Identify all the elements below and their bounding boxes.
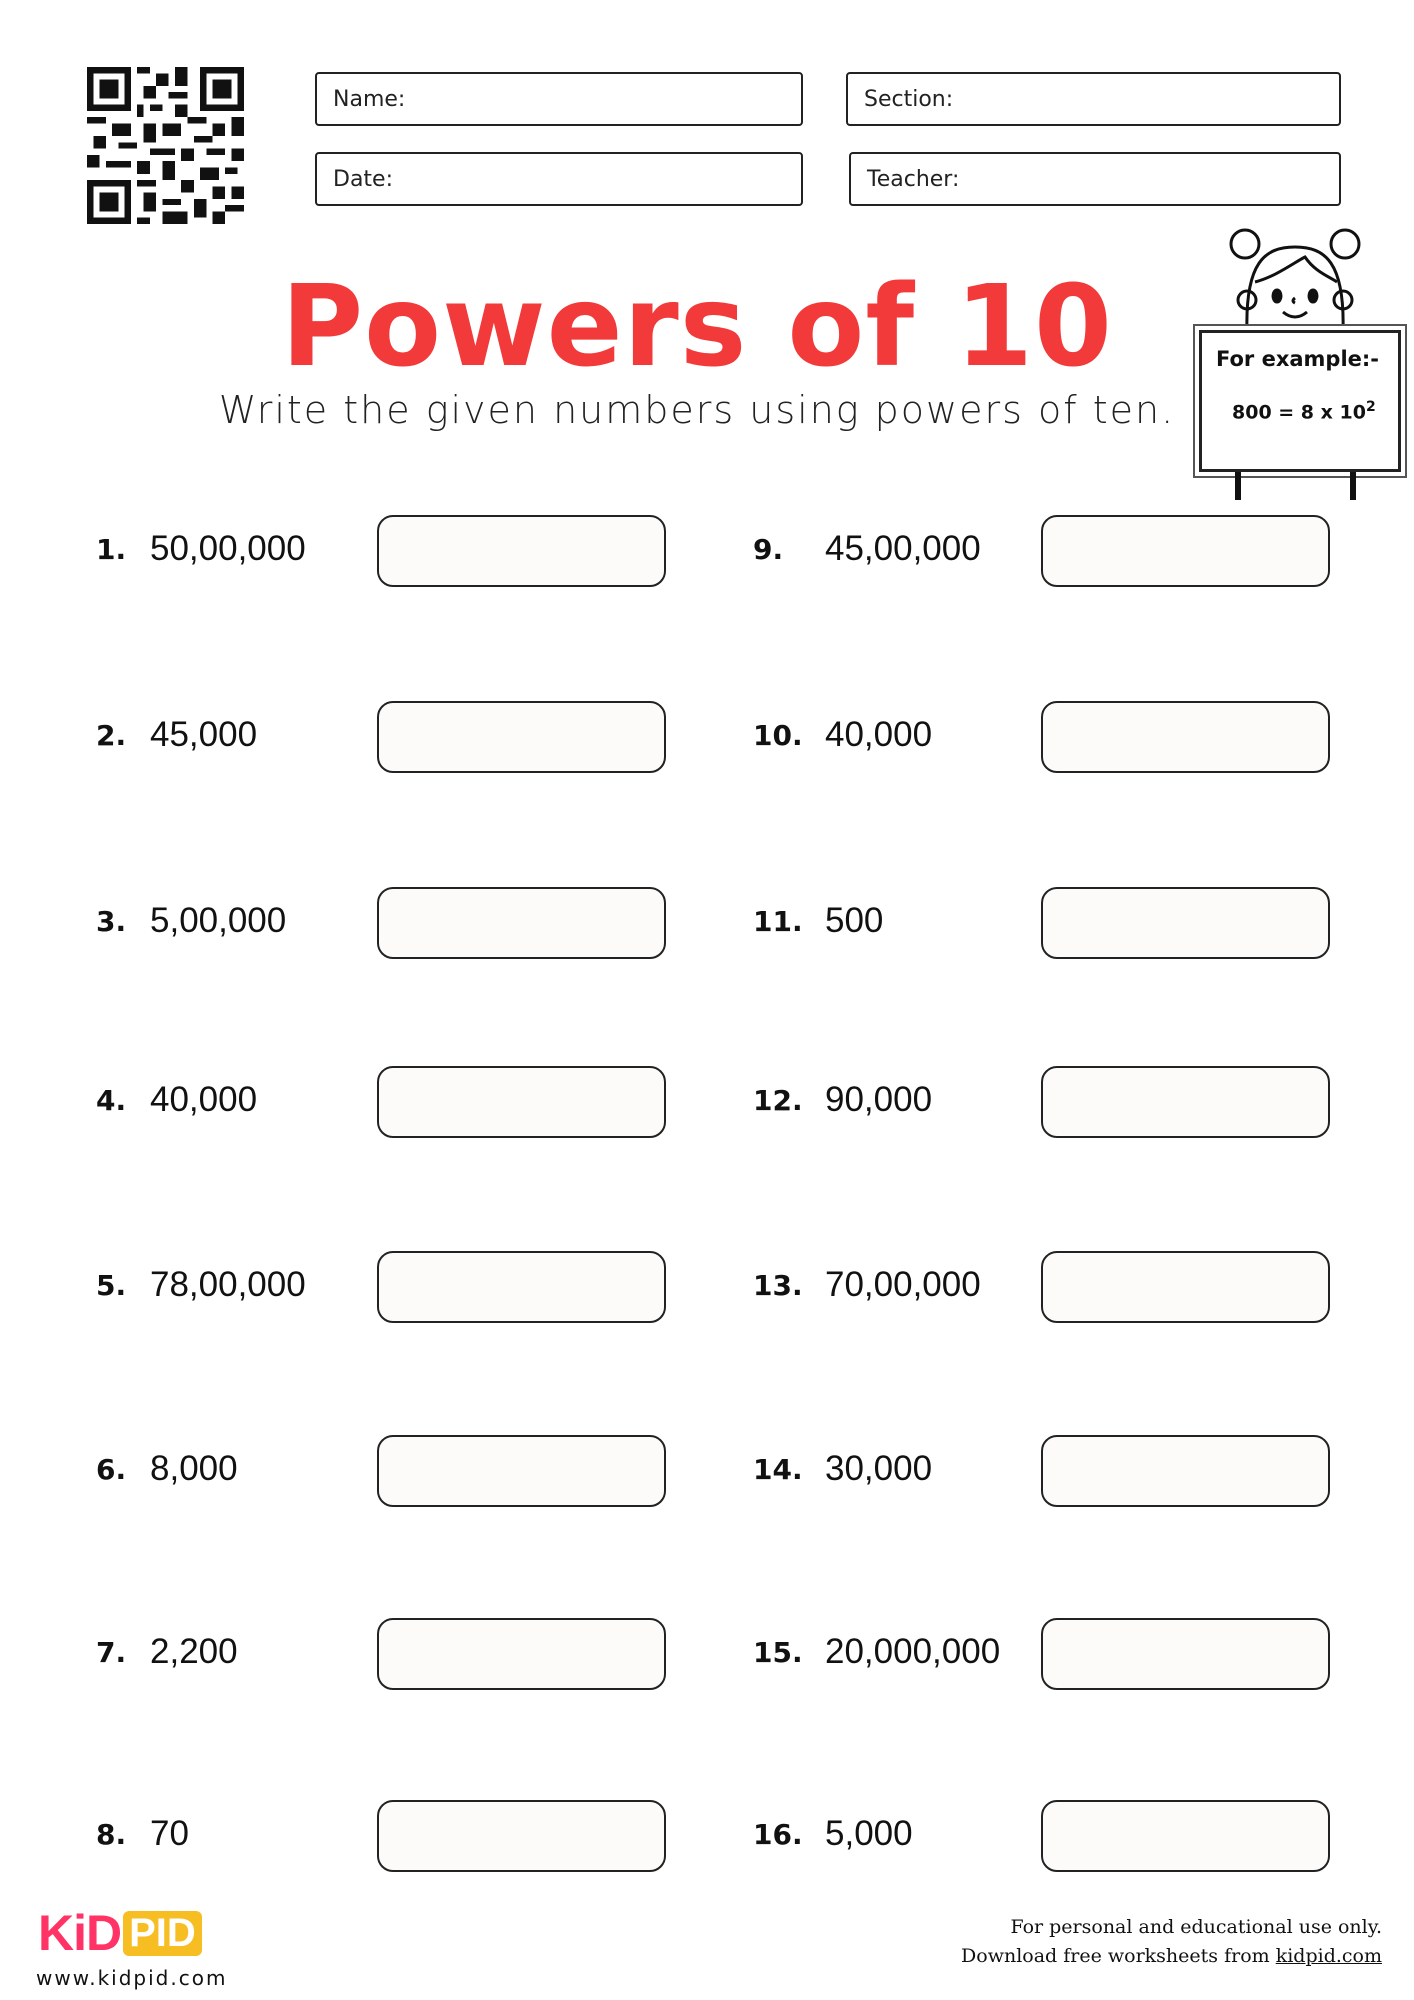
example-title: For example:- [1216,347,1380,371]
answer-box[interactable] [1041,1251,1330,1323]
answer-box[interactable] [377,1618,666,1690]
answer-box[interactable] [1041,515,1330,587]
question-value: 500 [825,901,884,940]
answer-box[interactable] [1041,1435,1330,1507]
instructions: Write the given numbers using powers of … [218,388,1176,432]
example-equation-text: 800 = 8 x 10 [1232,401,1366,424]
question-value: 20,000,000 [825,1632,1001,1671]
question-value: 70,00,000 [825,1265,981,1304]
question-value: 2,200 [150,1632,238,1671]
example-exponent: 2 [1365,399,1376,415]
question-number: 5. [96,1269,127,1302]
question-value: 40,000 [150,1080,258,1119]
question-number: 13. [753,1269,803,1302]
answer-box[interactable] [377,701,666,773]
question-value: 90,000 [825,1080,933,1119]
question-number: 6. [96,1453,127,1486]
teacher-field[interactable]: Teacher: [849,152,1341,206]
qr-code [87,67,244,224]
answer-box[interactable] [377,1800,666,1872]
date-field[interactable]: Date: [315,152,803,206]
question-value: 5,000 [825,1814,913,1853]
answer-box[interactable] [1041,1066,1330,1138]
question-number: 8. [96,1818,127,1851]
question-value: 30,000 [825,1449,933,1488]
question-number: 10. [753,719,803,752]
kidpid-logo: KiD PID [38,1905,202,1961]
question-number: 12. [753,1084,803,1117]
question-value: 50,00,000 [150,529,306,568]
example-equation: 800 = 8 x 102 [1232,399,1376,423]
question-value: 70 [150,1814,189,1853]
answer-box[interactable] [377,515,666,587]
answer-box[interactable] [377,1066,666,1138]
website: www.kidpid.com [36,1966,228,1990]
answer-box[interactable] [377,887,666,959]
girl-illustration [1229,228,1361,333]
name-label: Name: [333,86,406,112]
question-number: 4. [96,1084,127,1117]
download-text: Download free worksheets from [961,1945,1270,1967]
section-field[interactable]: Section: [846,72,1341,126]
question-value: 45,00,000 [825,529,981,568]
question-number: 3. [96,905,127,938]
answer-box[interactable] [1041,1800,1330,1872]
answer-box[interactable] [1041,887,1330,959]
answer-box[interactable] [1041,1618,1330,1690]
name-field[interactable]: Name: [315,72,803,126]
question-number: 9. [753,533,784,566]
download-note: Download free worksheets from kidpid.com [961,1945,1382,1967]
question-number: 11. [753,905,803,938]
question-number: 16. [753,1818,803,1851]
question-number: 1. [96,533,127,566]
question-value: 45,000 [150,715,258,754]
question-value: 8,000 [150,1449,238,1488]
date-label: Date: [333,166,393,192]
question-number: 2. [96,719,127,752]
page-title: Powers of 10 [281,262,1113,392]
question-number: 7. [96,1636,127,1669]
usage-note: For personal and educational use only. [1010,1916,1382,1938]
question-value: 40,000 [825,715,933,754]
question-number: 14. [753,1453,803,1486]
kidpid-link[interactable]: kidpid.com [1275,1945,1382,1967]
answer-box[interactable] [377,1251,666,1323]
answer-box[interactable] [1041,701,1330,773]
answer-box[interactable] [377,1435,666,1507]
section-label: Section: [864,86,954,112]
question-value: 78,00,000 [150,1265,306,1304]
question-number: 15. [753,1636,803,1669]
example-board: For example:- 800 = 8 x 102 [1199,330,1401,472]
teacher-label: Teacher: [867,166,960,192]
board-stand [1235,472,1356,500]
question-value: 5,00,000 [150,901,287,940]
